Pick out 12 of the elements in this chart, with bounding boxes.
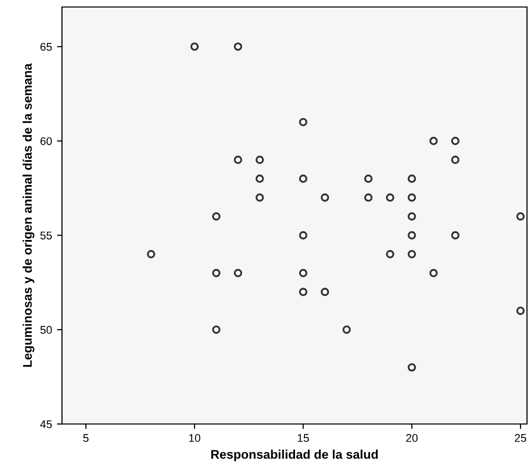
x-tick-label: 15 <box>298 434 309 442</box>
x-axis-title: Responsabilidad de la salud <box>211 450 378 462</box>
y-tick-label: 60 <box>40 137 52 146</box>
x-tick-label: 5 <box>83 434 89 442</box>
x-tick-label: 25 <box>514 434 526 442</box>
x-tick-label: 10 <box>189 434 200 442</box>
y-tick-label: 55 <box>40 232 52 240</box>
y-tick-label: 65 <box>40 42 52 51</box>
y-tick-label: 45 <box>40 420 52 428</box>
y-axis-title: Leguminosas y de origen animal días de la semana <box>22 63 34 367</box>
x-tick-label: 20 <box>406 434 418 442</box>
y-tick-label: 50 <box>40 326 52 334</box>
